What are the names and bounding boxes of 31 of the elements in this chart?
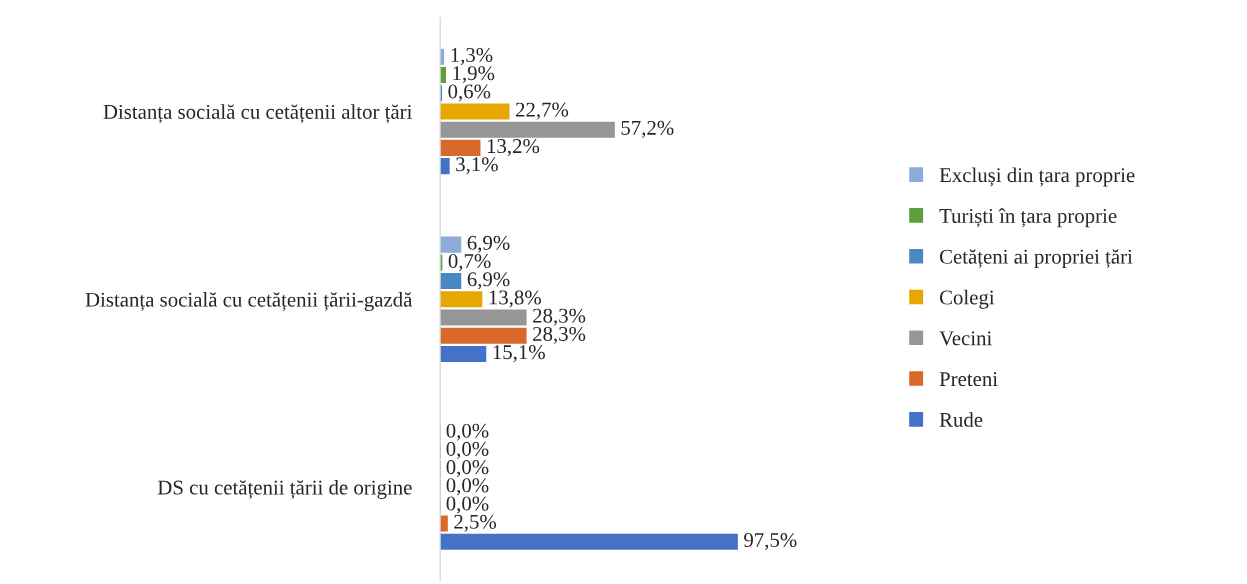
data-label: 15,1% (493, 345, 545, 363)
data-label: 0,0% (446, 423, 489, 441)
data-label: 2,5% (454, 514, 497, 532)
data-label: 6,9% (467, 272, 510, 290)
legend-label: Preteni (939, 372, 998, 387)
data-label: 0,0% (446, 496, 489, 514)
legend-label: Excluși din țara proprie (939, 167, 1135, 187)
legend-label: Colegi (939, 289, 995, 309)
data-label: 28,3% (533, 308, 586, 326)
data-label: 22,7% (515, 102, 569, 120)
data-label: 3,1% (456, 157, 498, 175)
y-tick-label: DS cu cetățenii țării de origine (157, 479, 412, 499)
y-tick-label: Distanța socială cu cetățenii țării-gazdă (85, 292, 413, 312)
data-label: 0,0% (446, 478, 489, 496)
data-label: 0,0% (446, 460, 489, 478)
data-label: 13,2% (487, 139, 540, 157)
y-tick-label: Distanța socială cu cetățenii altor țări (103, 104, 413, 124)
data-label: 0,6% (448, 84, 491, 102)
data-label: 13,8% (489, 290, 541, 308)
data-label: 1,3% (451, 47, 493, 65)
data-label: 28,3% (533, 326, 586, 344)
legend-label: Rude (939, 412, 983, 427)
data-label: 57,2% (621, 120, 674, 138)
legend-label: Cetățeni ai propriei țări (939, 249, 1133, 268)
legend-label: Turiști în țara proprie (939, 208, 1117, 228)
data-label: 0,0% (446, 441, 489, 459)
data-label: 0,7% (448, 254, 491, 272)
data-label: 1,9% (453, 66, 495, 84)
data-label: 6,9% (467, 235, 510, 253)
legend-label: Vecini (939, 331, 992, 346)
data-label: 97,5% (744, 532, 797, 551)
